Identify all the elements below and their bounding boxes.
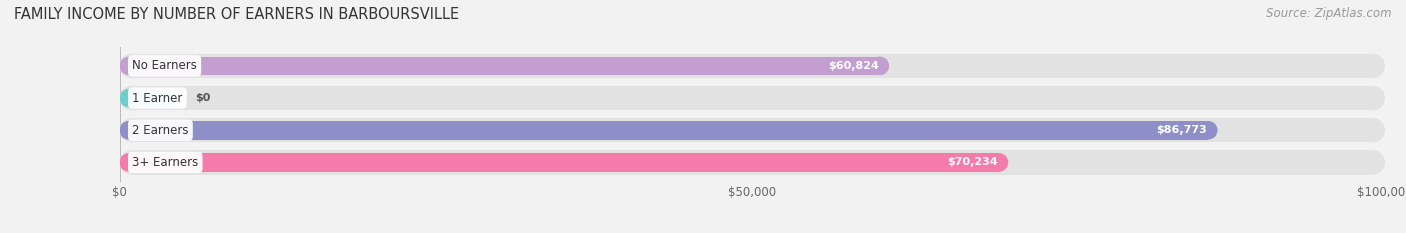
Ellipse shape [120, 153, 138, 172]
Ellipse shape [870, 57, 889, 75]
Bar [129, 89, 167, 107]
Ellipse shape [157, 89, 177, 107]
Ellipse shape [120, 54, 143, 78]
Text: FAMILY INCOME BY NUMBER OF EARNERS IN BARBOURSVILLE: FAMILY INCOME BY NUMBER OF EARNERS IN BA… [14, 7, 460, 22]
Ellipse shape [1361, 118, 1385, 143]
Ellipse shape [1199, 121, 1218, 140]
Text: Source: ZipAtlas.com: Source: ZipAtlas.com [1267, 7, 1392, 20]
Ellipse shape [120, 121, 138, 140]
Text: 2 Earners: 2 Earners [132, 124, 188, 137]
Ellipse shape [120, 57, 138, 75]
Text: 3+ Earners: 3+ Earners [132, 156, 198, 169]
Ellipse shape [120, 89, 138, 107]
Ellipse shape [1361, 86, 1385, 110]
Text: 1 Earner: 1 Earner [132, 92, 183, 105]
Bar [132, 150, 1372, 175]
Text: $60,824: $60,824 [828, 61, 879, 71]
Text: No Earners: No Earners [132, 59, 197, 72]
Bar [132, 118, 1372, 143]
Text: $86,773: $86,773 [1157, 125, 1208, 135]
Text: $70,234: $70,234 [948, 158, 998, 168]
Ellipse shape [1361, 150, 1385, 175]
Bar [129, 153, 998, 172]
Bar [129, 121, 1208, 140]
Bar [129, 57, 880, 75]
Ellipse shape [120, 118, 143, 143]
Ellipse shape [1361, 54, 1385, 78]
Ellipse shape [990, 153, 1008, 172]
Bar [132, 86, 1372, 110]
Bar [132, 54, 1372, 78]
Ellipse shape [120, 150, 143, 175]
Text: $0: $0 [195, 93, 211, 103]
Ellipse shape [120, 86, 143, 110]
